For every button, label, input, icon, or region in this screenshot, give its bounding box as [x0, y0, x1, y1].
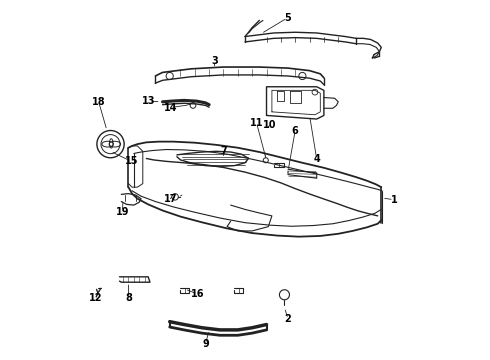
Text: 9: 9	[202, 339, 209, 349]
Text: 18: 18	[92, 97, 105, 107]
Text: 16: 16	[191, 289, 204, 299]
Text: 2: 2	[285, 314, 292, 324]
Text: 5: 5	[284, 13, 291, 23]
Text: 14: 14	[164, 103, 177, 113]
Text: 12: 12	[89, 293, 102, 303]
Text: 13: 13	[142, 96, 156, 106]
Text: 15: 15	[124, 156, 138, 166]
Text: 1: 1	[391, 195, 397, 205]
Text: 4: 4	[313, 154, 320, 164]
Text: 11: 11	[250, 118, 263, 128]
Text: 7: 7	[220, 146, 227, 156]
Text: 17: 17	[164, 194, 177, 204]
Text: 8: 8	[125, 293, 132, 303]
Text: 6: 6	[292, 126, 298, 135]
Text: 19: 19	[116, 207, 129, 217]
Text: 3: 3	[211, 56, 218, 66]
Text: 10: 10	[263, 121, 276, 130]
